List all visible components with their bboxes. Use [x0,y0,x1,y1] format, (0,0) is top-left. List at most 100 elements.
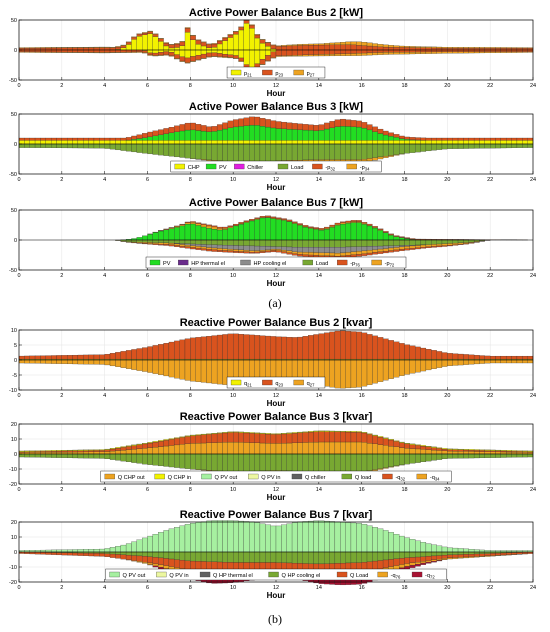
bar-p23n [329,49,336,55]
bar-q27n [393,359,400,378]
bar-QCHPin [420,445,427,447]
bar-p23n [345,49,352,54]
bar-Load [195,239,202,245]
bar-QCHPin [216,432,223,434]
bar-q23 [216,334,223,360]
bar-Load [415,239,421,246]
bar-QCHPout [318,441,325,455]
bar-p27n [431,51,437,54]
bar-Load [308,143,314,160]
bar-q27n [179,359,186,380]
bar-QCHPout [174,444,180,455]
bar-PV [243,222,250,241]
y-tick-label: 10 [11,328,17,334]
bar-p76n [259,251,266,253]
bar-PV [318,130,325,141]
legend-label: Q PV out [123,573,146,579]
bar-q23 [431,350,437,360]
bar-q32 [152,441,159,448]
bar-QHPcool [452,551,459,555]
bar-q76n [441,558,448,560]
bar-p27n [216,56,223,58]
bar-Load [152,239,159,243]
bar-CHP [72,140,79,145]
bar-q23 [88,354,95,360]
bar-QCHPout [120,449,127,455]
bar-p34n [206,159,212,161]
bar-q27n [388,359,394,379]
bar-p32 [249,116,255,126]
bar-HPc [324,247,330,253]
bar-Load [318,143,325,160]
bar-p27 [366,42,373,47]
bar-HPc [399,245,405,248]
bar-PV [393,137,400,141]
bar-CHP [168,140,175,145]
bar-QCHPout [457,451,464,455]
bar-QPVout [463,548,469,553]
bar-q72n [420,562,427,565]
bar-q32 [142,443,148,449]
bar-p27n [318,54,325,57]
bar-p27n [179,60,186,62]
bar-p27 [259,39,266,41]
bar-q23 [527,355,534,360]
bar-p27 [211,43,218,45]
bar-p27 [484,47,491,49]
bar-Qload [190,453,196,470]
legend-label: Q load [355,475,371,481]
bar-Qload [259,453,266,472]
bar-p76n [211,249,218,252]
bar-p23 [233,31,239,35]
bar-p76n [404,248,410,251]
bar-Qload [142,453,148,465]
bar-CHP [270,140,277,145]
bar-q32 [377,437,384,445]
bar-QCHPin [77,449,84,451]
bar-QLoad [45,552,52,555]
bar-QHPcool [345,551,352,564]
bar-p76n [168,244,175,247]
bar-p21n [190,49,196,57]
bar-p72 [345,222,352,224]
bar-Load [142,143,148,154]
bar-p27 [372,43,378,47]
bar-p72n [318,252,325,256]
bar-QCHPout [495,451,502,455]
bar-PV [222,229,228,241]
bar-p27 [334,42,341,45]
bar-PV [265,126,271,141]
bar-p23n [334,49,341,55]
bar-q23 [484,355,491,360]
bar-p27 [420,46,427,48]
bar-CHP [275,140,282,145]
bar-q72n [431,561,437,563]
bar-q76n [452,557,459,559]
bar-QCHPout [190,443,196,455]
bar-Load [168,239,175,244]
bar-q23 [40,355,46,360]
bar-p27n [142,52,148,54]
bar-PV [190,129,196,141]
bar-q23 [345,331,352,360]
bar-QHPcool [372,551,378,562]
bar-p21n [222,49,228,55]
x-tick-label: 20 [444,585,450,591]
x-tick-label: 18 [401,177,407,183]
bar-p21n [152,49,159,54]
bar-q76n [158,564,164,568]
bar-q27n [104,359,111,366]
bar-QCHPout [275,443,282,455]
bar-QPVout [93,549,100,553]
bar-p27n [88,52,95,54]
bar-p21 [142,34,148,51]
bar-QHPcool [324,551,330,564]
bar-p23 [425,47,432,51]
bar-QPVout [452,547,459,553]
bar-q32 [431,447,437,451]
bar-p27n [147,54,153,56]
bar-p72n [200,246,207,249]
bar-PV [372,131,378,141]
bar-QCHPin [404,443,410,444]
bar-p27 [147,30,153,32]
